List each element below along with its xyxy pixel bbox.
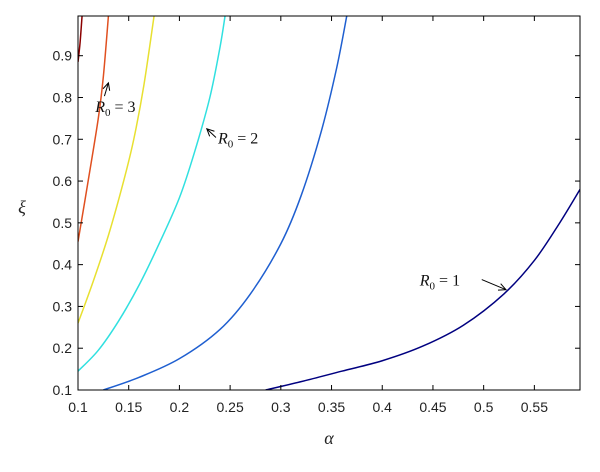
y-tick-label: 0.8 (53, 89, 73, 105)
annotation-label-3: R0 = 3 (94, 99, 135, 119)
series-line-2 (103, 16, 348, 390)
x-tick-label: 0.3 (271, 399, 291, 415)
y-tick-label: 0.6 (53, 173, 73, 189)
annotation-label-2: R0 = 2 (217, 130, 258, 150)
y-axis-label: ξ (18, 197, 26, 217)
annotation-arrowhead-1 (497, 283, 508, 291)
y-tick-label: 0.4 (53, 257, 73, 273)
x-tick-label: 0.2 (170, 399, 190, 415)
y-tick-label: 0.1 (53, 382, 73, 398)
series-line-3 (78, 16, 226, 372)
x-tick-label: 0.35 (318, 399, 345, 415)
y-tick-label: 0.2 (53, 340, 73, 356)
annotation-arrow-1 (481, 279, 507, 291)
x-tick-label: 0.45 (419, 399, 446, 415)
plot-frame (77, 15, 581, 391)
series-line-5 (78, 16, 110, 242)
x-tick-label: 0.55 (521, 399, 548, 415)
annotations-layer: R0 = 1 R0 = 2 R0 = 3 (94, 81, 508, 293)
y-tick-label: 0.9 (53, 48, 73, 64)
ticks-layer: 0.1 0.15 0.2 0.25 0.3 0.35 0.4 0.45 0.5 0.55 0.1 0.… (53, 16, 580, 415)
x-tick-label: 0.5 (474, 399, 494, 415)
plot-background (78, 16, 580, 390)
annotation-arrowhead-2 (205, 128, 215, 137)
series-line-1 (265, 189, 580, 390)
annotation-label-1: R0 = 1 (419, 273, 460, 293)
series-line-4 (78, 16, 155, 324)
annotation-arrow-2 (206, 128, 217, 138)
y-tick-label: 0.7 (53, 131, 73, 147)
x-tick-label: 0.1 (68, 399, 88, 415)
x-tick-label: 0.25 (216, 399, 243, 415)
y-tick-label: 0.5 (53, 215, 73, 231)
x-tick-label: 0.15 (115, 399, 142, 415)
annotation-arrow-3 (103, 82, 109, 97)
annotation-arrowhead-3 (102, 81, 111, 91)
y-tick-label: 0.3 (53, 298, 73, 314)
x-axis-label: α (324, 428, 334, 448)
x-tick-label: 0.4 (373, 399, 393, 415)
